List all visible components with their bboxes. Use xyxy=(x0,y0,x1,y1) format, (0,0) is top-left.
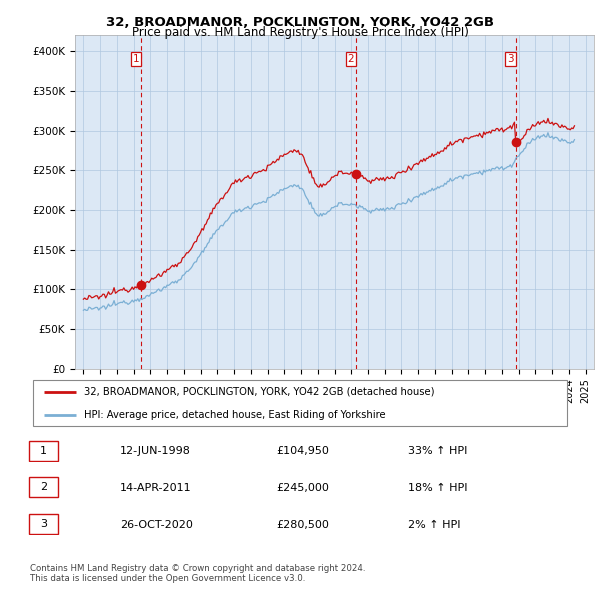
Text: 3: 3 xyxy=(508,54,514,64)
Text: Price paid vs. HM Land Registry's House Price Index (HPI): Price paid vs. HM Land Registry's House … xyxy=(131,26,469,39)
Text: 1: 1 xyxy=(133,54,139,64)
Text: £245,000: £245,000 xyxy=(276,483,329,493)
Text: £280,500: £280,500 xyxy=(276,520,329,529)
Text: 18% ↑ HPI: 18% ↑ HPI xyxy=(408,483,467,493)
Text: 2% ↑ HPI: 2% ↑ HPI xyxy=(408,520,461,529)
Text: 26-OCT-2020: 26-OCT-2020 xyxy=(120,520,193,529)
FancyBboxPatch shape xyxy=(29,441,58,461)
FancyBboxPatch shape xyxy=(29,514,58,534)
Text: £104,950: £104,950 xyxy=(276,447,329,456)
Text: 14-APR-2011: 14-APR-2011 xyxy=(120,483,191,493)
Text: 2: 2 xyxy=(347,54,354,64)
Text: 3: 3 xyxy=(40,519,47,529)
Text: 32, BROADMANOR, POCKLINGTON, YORK, YO42 2GB: 32, BROADMANOR, POCKLINGTON, YORK, YO42 … xyxy=(106,16,494,29)
Text: HPI: Average price, detached house, East Riding of Yorkshire: HPI: Average price, detached house, East… xyxy=(84,409,386,419)
Text: Contains HM Land Registry data © Crown copyright and database right 2024.
This d: Contains HM Land Registry data © Crown c… xyxy=(30,563,365,583)
Text: 33% ↑ HPI: 33% ↑ HPI xyxy=(408,447,467,456)
FancyBboxPatch shape xyxy=(33,379,567,426)
FancyBboxPatch shape xyxy=(29,477,58,497)
Text: 1: 1 xyxy=(40,446,47,455)
Text: 2: 2 xyxy=(40,483,47,492)
Text: 32, BROADMANOR, POCKLINGTON, YORK, YO42 2GB (detached house): 32, BROADMANOR, POCKLINGTON, YORK, YO42 … xyxy=(84,386,434,396)
Text: 12-JUN-1998: 12-JUN-1998 xyxy=(120,447,191,456)
